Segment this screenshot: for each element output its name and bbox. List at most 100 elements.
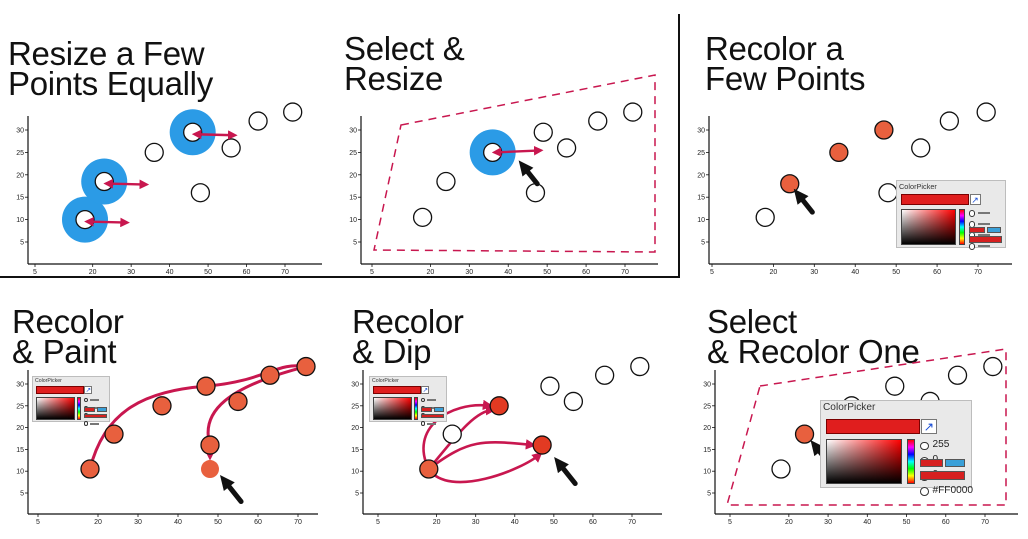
saturation-value-field[interactable] bbox=[900, 208, 956, 246]
data-point[interactable] bbox=[939, 111, 960, 131]
saturation-value-field[interactable] bbox=[826, 439, 903, 484]
data-point[interactable] bbox=[976, 102, 996, 122]
hue-slider[interactable] bbox=[414, 396, 419, 421]
recolored-point[interactable] bbox=[794, 424, 815, 444]
hue-slider[interactable] bbox=[959, 208, 965, 246]
data-point[interactable] bbox=[885, 376, 905, 396]
data-point[interactable] bbox=[947, 365, 968, 385]
data-point[interactable] bbox=[588, 111, 608, 131]
color-picker-panel[interactable]: ColorPicker ↗ bbox=[896, 180, 1006, 250]
channel-radio[interactable] bbox=[919, 487, 929, 496]
recolored-point[interactable] bbox=[419, 459, 439, 479]
y-tick-label: 10 bbox=[697, 217, 705, 224]
data-point[interactable] bbox=[94, 171, 114, 192]
data-point[interactable] bbox=[540, 376, 560, 396]
channel-radio[interactable] bbox=[968, 243, 975, 250]
channel-radio[interactable] bbox=[83, 421, 89, 426]
eyedropper-icon[interactable]: ↗ bbox=[421, 386, 430, 395]
channel-radio[interactable] bbox=[420, 421, 426, 426]
recolored-point[interactable] bbox=[200, 435, 220, 455]
data-point[interactable] bbox=[190, 183, 211, 203]
eyedropper-icon[interactable]: ↗ bbox=[84, 386, 93, 395]
cancel-button[interactable] bbox=[945, 458, 966, 468]
data-point[interactable] bbox=[533, 122, 553, 142]
cancel-button[interactable] bbox=[433, 407, 445, 412]
channel-value[interactable]: #FF0000 bbox=[932, 484, 973, 496]
current-color-swatch bbox=[900, 193, 969, 205]
channel-radio[interactable] bbox=[83, 397, 89, 403]
data-point[interactable] bbox=[878, 183, 898, 203]
ok-button[interactable] bbox=[919, 458, 943, 468]
apply-button[interactable] bbox=[919, 471, 966, 481]
eyedropper-icon[interactable]: ↗ bbox=[969, 193, 981, 205]
channel-field bbox=[977, 234, 991, 237]
channel-radio[interactable] bbox=[968, 210, 975, 217]
recolored-point[interactable] bbox=[874, 120, 894, 140]
data-point[interactable] bbox=[755, 207, 775, 228]
data-point[interactable] bbox=[563, 391, 584, 412]
data-point[interactable] bbox=[412, 207, 433, 228]
channel-radio[interactable] bbox=[420, 397, 426, 403]
recolored-point[interactable] bbox=[780, 174, 800, 194]
painted-point[interactable] bbox=[201, 460, 219, 479]
color-picker-title: ColorPicker bbox=[35, 378, 62, 384]
cancel-button[interactable] bbox=[96, 407, 108, 412]
recolored-point[interactable] bbox=[260, 365, 280, 385]
data-point[interactable] bbox=[623, 102, 643, 122]
data-point[interactable] bbox=[911, 138, 931, 158]
ok-button[interactable] bbox=[83, 407, 96, 412]
data-point[interactable] bbox=[556, 138, 577, 158]
recolored-point[interactable] bbox=[104, 424, 124, 444]
x-tick-label: 70 bbox=[628, 519, 636, 526]
title-line: Recolor bbox=[352, 303, 464, 340]
saturation-value-field[interactable] bbox=[372, 396, 412, 421]
panel-title-resize-equally: Resize a Few Points Equally bbox=[8, 37, 213, 100]
x-tick-label: 70 bbox=[974, 269, 982, 276]
apply-button[interactable] bbox=[420, 413, 445, 419]
data-point[interactable] bbox=[983, 356, 1003, 377]
x-tick-label: 50 bbox=[543, 269, 551, 276]
data-point[interactable] bbox=[436, 171, 456, 192]
data-point[interactable] bbox=[594, 365, 615, 385]
channel-value[interactable]: 255 bbox=[932, 439, 950, 450]
channel-field bbox=[427, 422, 437, 425]
data-point[interactable] bbox=[283, 102, 303, 122]
eyedropper-icon[interactable]: ↗ bbox=[921, 418, 937, 434]
apply-button[interactable] bbox=[83, 413, 108, 419]
color-picker-panel[interactable]: ColorPicker↗25500#FF0000 bbox=[820, 400, 973, 496]
data-point[interactable] bbox=[221, 138, 241, 158]
data-point[interactable] bbox=[183, 122, 203, 142]
recolored-point[interactable] bbox=[532, 435, 552, 455]
data-point[interactable] bbox=[442, 424, 462, 444]
data-point[interactable] bbox=[630, 356, 650, 377]
current-color-swatch bbox=[372, 386, 421, 394]
cursor-arrow-icon bbox=[793, 188, 815, 215]
data-point[interactable] bbox=[144, 142, 164, 163]
color-picker-panel[interactable]: ColorPicker ↗ bbox=[369, 376, 447, 426]
paint-stroke bbox=[204, 365, 307, 461]
recolored-point[interactable] bbox=[228, 391, 248, 412]
resize-arrow bbox=[84, 216, 130, 228]
recolored-point[interactable] bbox=[489, 396, 509, 416]
data-point[interactable] bbox=[75, 209, 95, 230]
divider-horizontal bbox=[0, 276, 680, 278]
ok-button[interactable] bbox=[420, 407, 433, 412]
cancel-button[interactable] bbox=[986, 227, 1002, 234]
hue-slider[interactable] bbox=[77, 396, 82, 421]
recolored-point[interactable] bbox=[196, 376, 216, 396]
saturation-value-field[interactable] bbox=[35, 396, 75, 421]
color-picker-panel[interactable]: ColorPicker ↗ bbox=[32, 376, 110, 426]
ok-button[interactable] bbox=[968, 227, 985, 234]
hue-slider[interactable] bbox=[907, 439, 915, 484]
data-point[interactable] bbox=[248, 111, 268, 131]
recolored-point[interactable] bbox=[80, 459, 100, 479]
recolored-point[interactable] bbox=[296, 356, 316, 377]
data-point[interactable] bbox=[771, 459, 791, 479]
apply-button[interactable] bbox=[968, 236, 1002, 243]
y-tick-label: 25 bbox=[349, 150, 357, 157]
recolored-point[interactable] bbox=[829, 142, 849, 163]
recolored-point[interactable] bbox=[152, 396, 172, 416]
channel-radio[interactable] bbox=[919, 441, 929, 451]
data-point[interactable] bbox=[525, 183, 546, 203]
y-tick-label: 20 bbox=[16, 172, 24, 179]
